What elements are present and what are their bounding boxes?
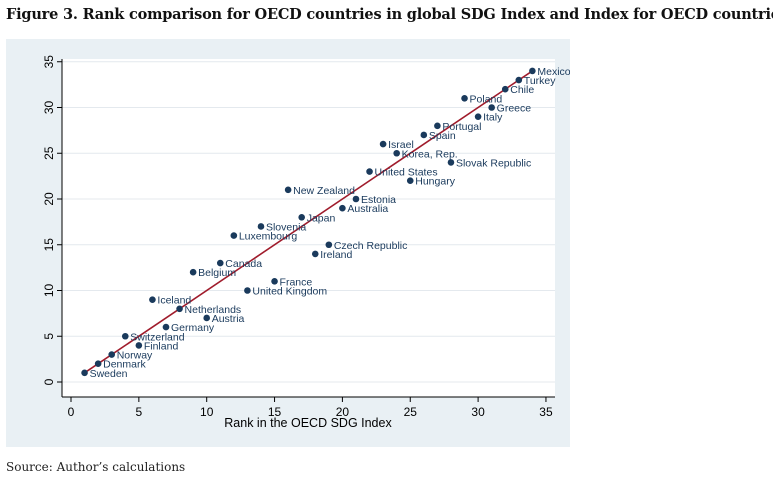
data-point [108, 351, 116, 358]
data-point-label: United States [375, 167, 438, 179]
y-tick-label: 20 [42, 192, 56, 206]
data-point-label: Austria [212, 313, 245, 325]
chart-panel: 0 5 10 15 20 25 30 35 0 5 10 15 20 25 30 35 Sweden Denma… [6, 39, 571, 447]
data-point-label: Iceland [157, 295, 191, 307]
y-tick-label: 35 [42, 55, 56, 69]
data-point [149, 296, 156, 303]
data-point [176, 305, 183, 313]
data-point [461, 95, 468, 102]
data-point [121, 332, 129, 340]
y-tick-label: 0 [42, 378, 56, 385]
data-point [94, 360, 102, 368]
data-point [488, 104, 495, 111]
axes: 0 5 10 15 20 25 30 35 0 5 10 15 20 25 30 35 [42, 55, 555, 419]
y-tick-label: 15 [42, 238, 56, 252]
data-point-label: Estonia [361, 194, 396, 206]
y-tick-label: 10 [42, 284, 56, 298]
data-point-label: Italy [483, 112, 503, 124]
y-tick-label: 25 [42, 146, 56, 160]
x-tick-label: 10 [200, 405, 214, 419]
data-point-label: Germany [171, 322, 215, 334]
data-point [501, 85, 509, 93]
x-tick-label: 15 [268, 405, 282, 419]
data-point [474, 113, 482, 120]
data-point [366, 168, 373, 175]
grid-lines [62, 61, 555, 383]
data-point-label: United Kingdom [252, 286, 327, 298]
data-point-label: Netherlands [185, 304, 242, 316]
source-note: Source: Author’s calculations [6, 460, 186, 474]
data-point-label: Switzerland [130, 331, 184, 343]
data-point [325, 241, 333, 249]
x-tick-label: 30 [471, 405, 485, 419]
fit-line [84, 70, 533, 374]
data-point-label: Belgium [198, 267, 236, 279]
data-point-label: Spain [429, 130, 456, 142]
data-point [271, 278, 278, 285]
data-point [434, 122, 441, 130]
data-point-label: Hungary [415, 176, 455, 188]
data-point-label: Finland [144, 340, 179, 352]
x-axis-title: Rank in the OECD SDG Index [224, 416, 392, 430]
data-point [393, 149, 400, 157]
data-point [339, 204, 346, 212]
data-point [529, 67, 536, 75]
x-tick-label: 20 [336, 405, 350, 419]
data-point-label: Greece [497, 103, 532, 115]
data-point [230, 232, 238, 239]
data-point [420, 131, 428, 139]
data-point [406, 177, 414, 184]
x-tick-label: 25 [404, 405, 418, 419]
plot-area [62, 59, 555, 397]
data-point [135, 342, 143, 349]
x-tick-label: 0 [68, 405, 75, 419]
data-point-label: Czech Republic [334, 240, 408, 252]
data-points [81, 67, 536, 377]
data-point-label: Denmark [103, 359, 146, 371]
data-point [244, 287, 251, 294]
data-point [284, 186, 292, 194]
data-point-label: Poland [470, 93, 503, 105]
data-point-label: Japan [307, 212, 336, 224]
data-point [311, 250, 319, 258]
scatter-chart: 0 5 10 15 20 25 30 35 0 5 10 15 20 25 30 35 SwedenDenma… [42, 55, 571, 430]
data-point-label: France [280, 276, 313, 288]
data-point [189, 268, 197, 276]
x-tick-label: 5 [136, 405, 143, 419]
data-point [447, 159, 455, 166]
data-point [203, 314, 210, 322]
y-tick-label: 30 [42, 101, 56, 115]
data-point [216, 259, 224, 267]
data-point-label: Mexico [537, 66, 570, 78]
data-point-label: Slovak Republic [456, 157, 531, 169]
data-point-label: Australia [347, 203, 388, 215]
data-point-label: Korea, Rep. [402, 148, 458, 160]
data-point-label: Sweden [90, 368, 128, 380]
data-point-label: Ireland [320, 249, 352, 261]
data-point [162, 323, 170, 331]
point-labels: SwedenDenmarkNorwayFinlandSwitzerlandGer… [90, 66, 571, 380]
data-point [257, 223, 265, 230]
data-point-label: New Zealand [293, 185, 355, 197]
data-point [81, 369, 88, 377]
data-point [379, 140, 387, 148]
data-point-label: Norway [117, 350, 153, 362]
data-point [298, 214, 305, 221]
data-point-label: Chile [510, 84, 534, 96]
figure-title: Figure 3. Rank comparison for OECD count… [6, 6, 773, 23]
data-point-label: Portugal [442, 121, 481, 133]
data-point-label: Canada [225, 258, 262, 270]
data-point-label: Slovenia [266, 221, 306, 233]
data-point-label: Luxembourg [239, 231, 298, 243]
data-point-label: Turkey [524, 75, 556, 87]
data-point-label: Israel [388, 139, 414, 151]
x-tick-label: 35 [539, 405, 553, 419]
data-point [515, 76, 523, 84]
data-point [352, 195, 360, 203]
y-tick-label: 5 [42, 333, 56, 340]
